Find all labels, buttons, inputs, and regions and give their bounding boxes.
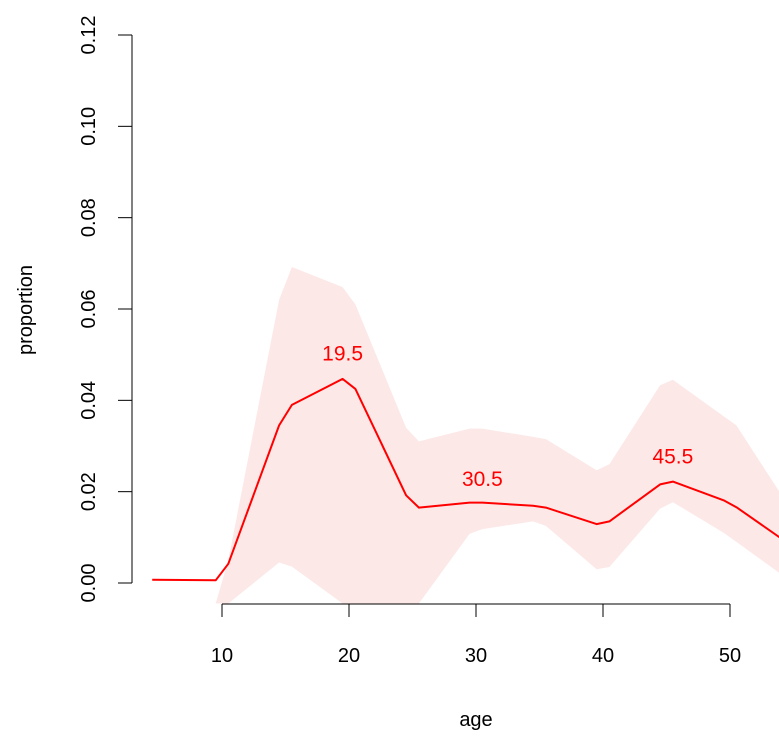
x-tick-label: 30 <box>465 645 487 667</box>
data-line-layer <box>152 377 779 582</box>
y-tick-label: 0.06 <box>78 290 100 329</box>
y-tick-label: 0.00 <box>78 564 100 603</box>
y-tick-label: 0.12 <box>78 16 100 55</box>
peak-label: 45.5 <box>652 445 693 468</box>
x-tick-label: 10 <box>211 645 233 667</box>
confidence-band <box>152 267 779 604</box>
x-tick-label: 20 <box>338 645 360 667</box>
y-tick-label: 0.04 <box>78 381 100 420</box>
x-tick-label: 40 <box>592 645 614 667</box>
x-tick-label: 50 <box>719 645 741 667</box>
x-axis-title: age <box>459 709 492 731</box>
series-line <box>152 377 779 582</box>
y-tick-label: 0.10 <box>78 107 100 146</box>
y-tick-label: 0.08 <box>78 198 100 237</box>
confidence-band-layer <box>152 267 779 604</box>
annotation-layer: 19.5 30.5 45.5 <box>322 343 693 492</box>
peak-label: 30.5 <box>462 468 503 491</box>
y-axis: 0.00 0.02 0.04 0.06 0.08 0.10 0.12 <box>78 16 133 603</box>
x-axis: 10 20 30 40 50 <box>211 603 741 667</box>
y-axis-title: proportion <box>15 265 37 355</box>
y-tick-label: 0.02 <box>78 472 100 511</box>
peak-label: 19.5 <box>322 343 363 366</box>
